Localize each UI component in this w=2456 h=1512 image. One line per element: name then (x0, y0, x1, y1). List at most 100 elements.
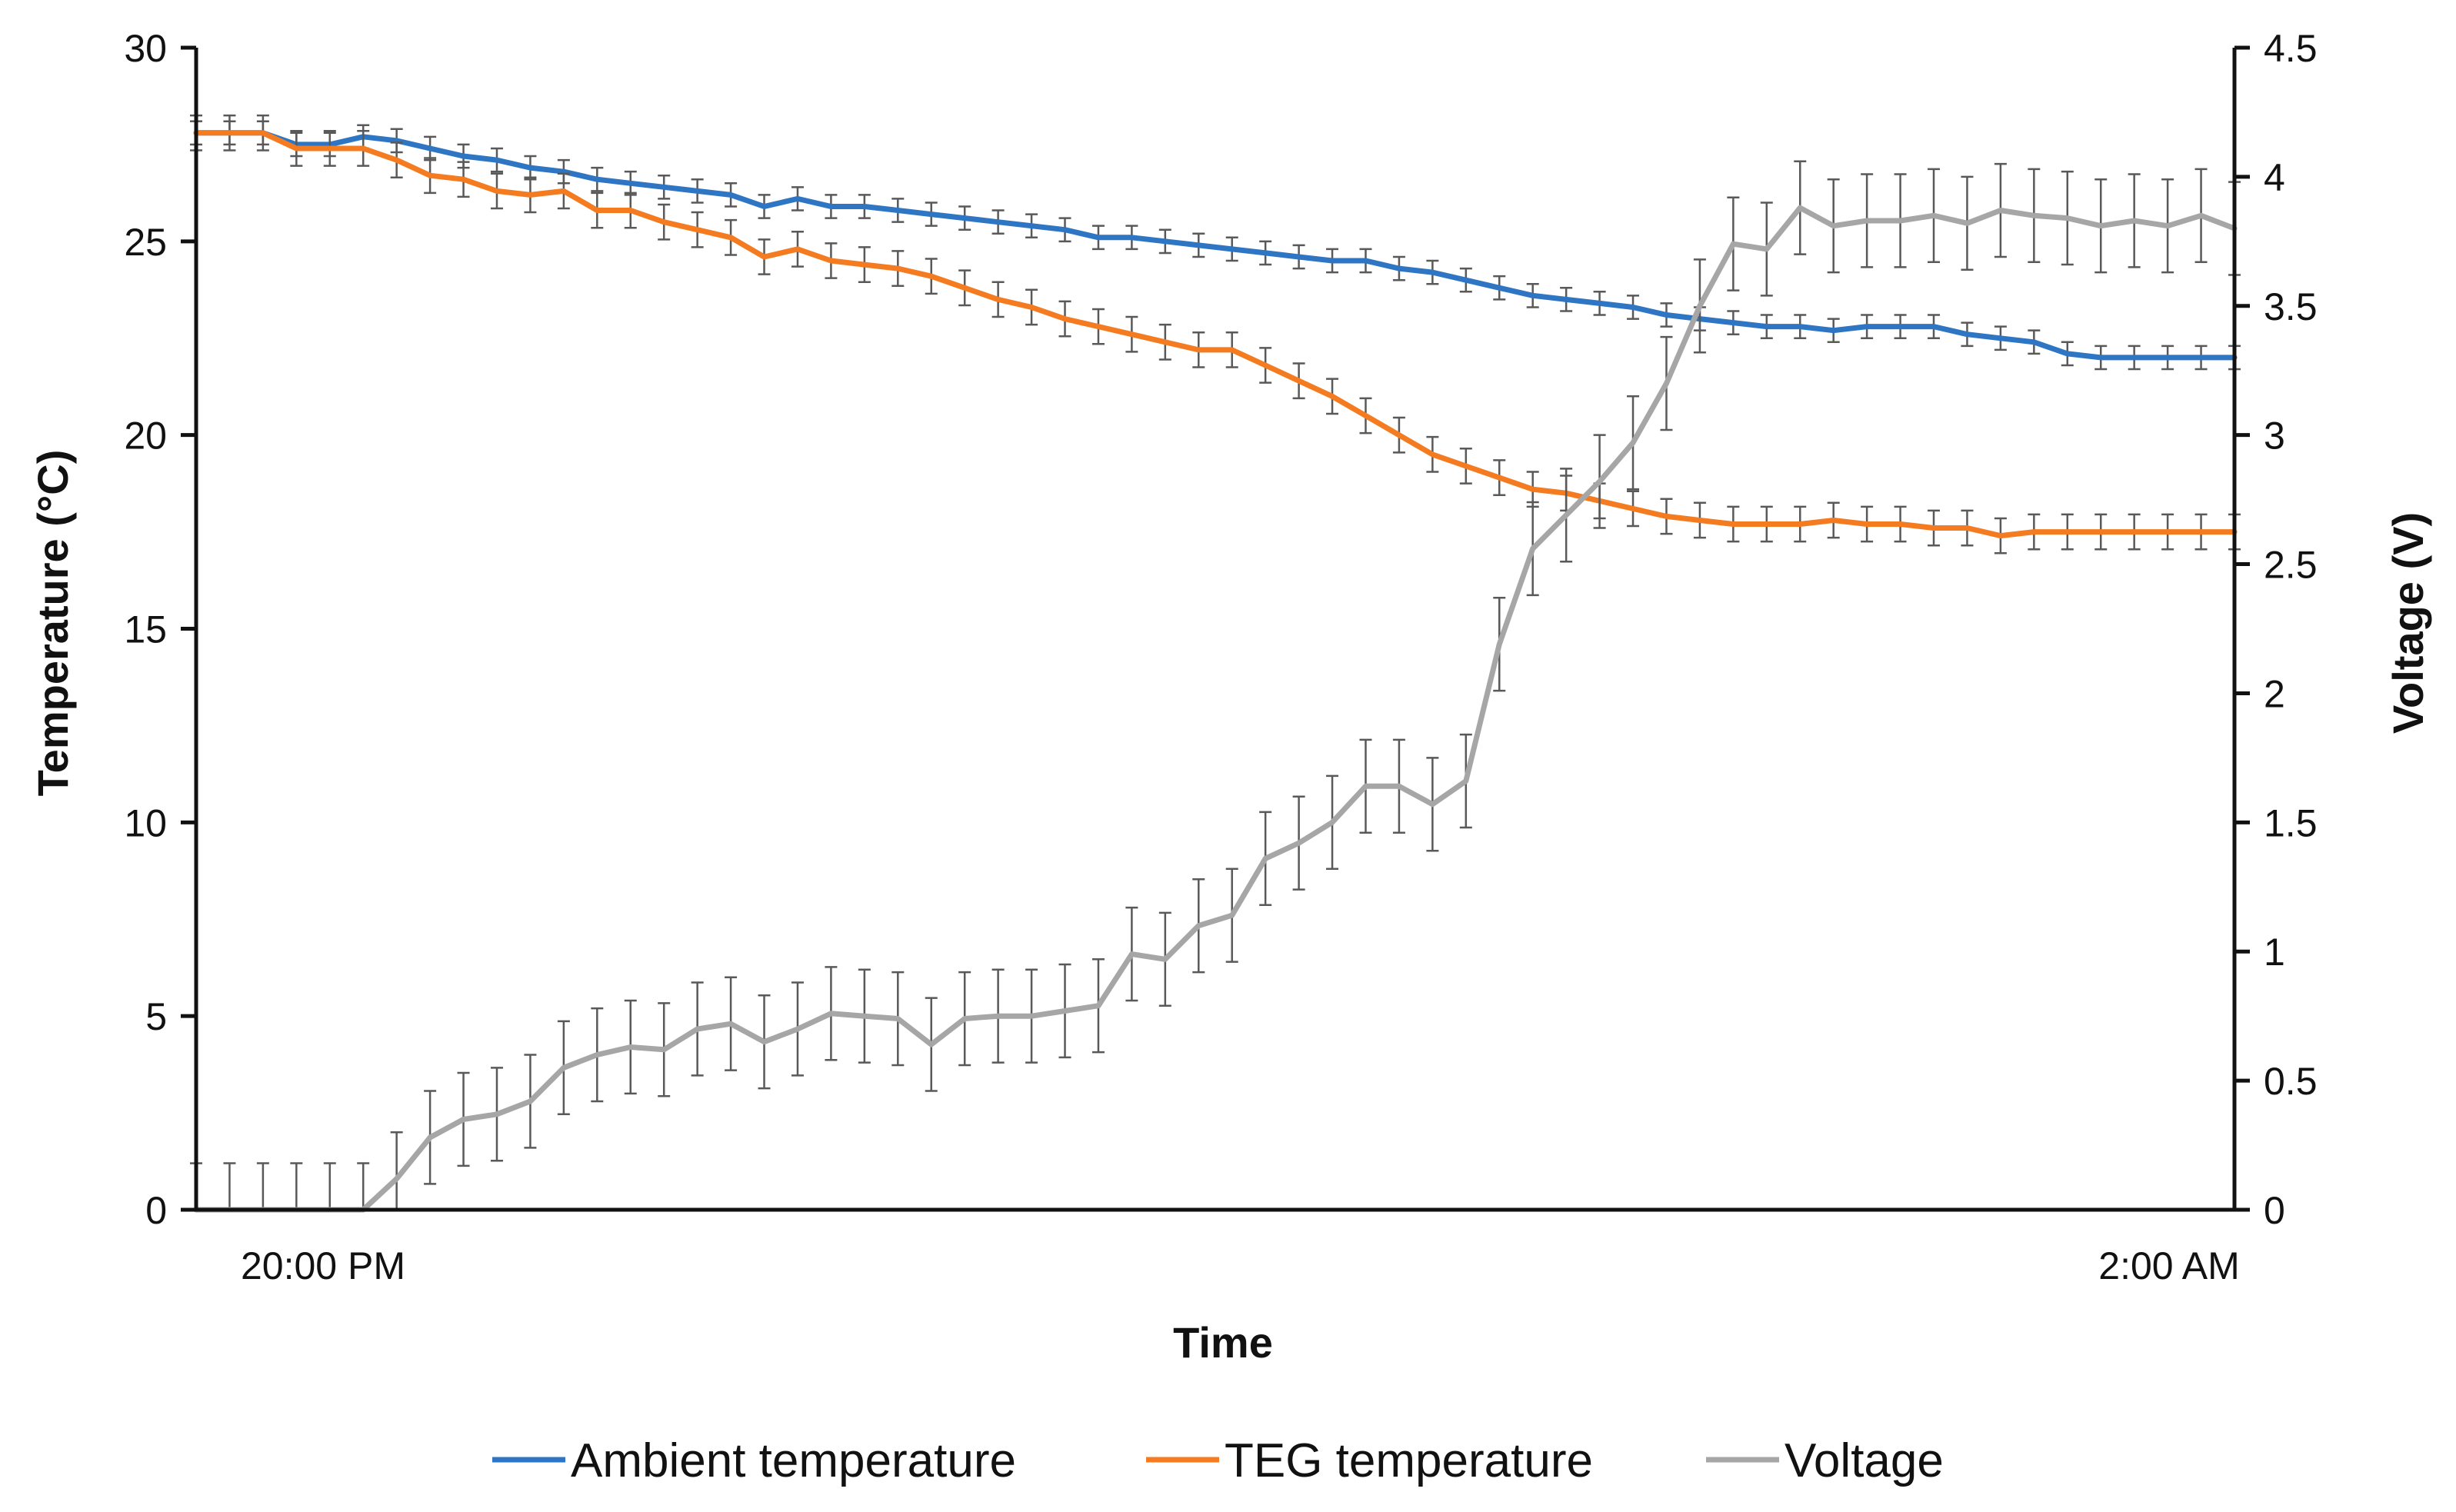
data-point-teg (995, 297, 1001, 302)
data-point-voltage (1029, 1014, 1035, 1019)
legend-label-ambient: Ambient temperature (571, 1434, 1016, 1487)
data-point-teg (1296, 378, 1301, 384)
data-point-teg (294, 145, 299, 151)
series-ambient (190, 120, 2241, 371)
data-point-ambient (1964, 331, 1970, 337)
data-point-ambient (1062, 227, 1068, 232)
data-point-teg (628, 208, 633, 213)
data-point-ambient (1731, 320, 1736, 325)
data-point-teg (761, 254, 767, 259)
y-tick-label-right: 2 (2264, 672, 2285, 715)
data-point-ambient (1931, 324, 1937, 329)
data-point-voltage (761, 1039, 767, 1044)
data-point-teg (1664, 514, 1669, 519)
y-axis-title-left: Temperature (°C) (28, 450, 77, 797)
data-point-teg (1964, 525, 1970, 531)
data-point-ambient (1296, 254, 1301, 259)
data-point-voltage (1530, 546, 1535, 551)
data-point-ambient (461, 154, 466, 159)
data-point-voltage (628, 1044, 633, 1050)
data-point-teg (494, 188, 499, 194)
data-point-teg (1095, 324, 1101, 329)
data-point-ambient (728, 192, 734, 198)
data-point-teg (861, 262, 867, 268)
data-point-voltage (2031, 213, 2037, 218)
data-point-teg (1497, 475, 1502, 481)
y-tick-label-right: 0 (2264, 1189, 2285, 1232)
data-point-teg (1764, 521, 1769, 527)
data-point-teg (2098, 529, 2104, 535)
data-point-teg (1330, 394, 1335, 399)
data-point-voltage (2198, 213, 2204, 218)
y-tick-label-left: 0 (145, 1189, 167, 1232)
data-point-ambient (1831, 328, 1836, 333)
data-point-ambient (828, 204, 834, 209)
data-point-ambient (2064, 351, 2070, 356)
data-point-voltage (1864, 218, 1870, 223)
data-point-teg (227, 130, 232, 135)
data-point-voltage (895, 1016, 901, 1021)
data-point-teg (1129, 331, 1135, 337)
data-point-teg (1029, 305, 1035, 310)
data-point-voltage (795, 1026, 800, 1031)
data-point-ambient (494, 158, 499, 163)
y-axis-title-right: Voltage (V) (2384, 512, 2432, 734)
data-point-ambient (1129, 235, 1135, 240)
data-point-voltage (1831, 223, 1836, 228)
series-line-ambient (193, 130, 2238, 361)
data-point-ambient (1196, 242, 1201, 248)
data-point-teg (1229, 347, 1235, 352)
data-point-teg (1196, 347, 1201, 352)
data-point-voltage (595, 1052, 600, 1057)
data-point-voltage (1463, 778, 1468, 784)
data-point-voltage (2131, 218, 2137, 223)
data-point-voltage (995, 1014, 1001, 1019)
data-point-ambient (2098, 355, 2104, 360)
data-point-ambient (1095, 235, 1101, 240)
data-point-teg (895, 266, 901, 271)
data-point-voltage (461, 1117, 466, 1122)
data-point-ambient (1463, 278, 1468, 283)
data-point-ambient (1631, 305, 1636, 310)
y-tick-label-right: 1 (2264, 931, 2285, 974)
data-point-ambient (1597, 301, 1602, 306)
data-point-voltage (1898, 218, 1903, 223)
data-point-voltage (1129, 951, 1135, 957)
data-point-teg (361, 145, 366, 151)
y-tick-label-left: 20 (124, 415, 167, 458)
data-point-voltage (394, 1176, 399, 1181)
data-point-ambient (628, 181, 633, 186)
data-point-voltage (1798, 205, 1803, 211)
data-point-voltage (1263, 856, 1268, 861)
data-point-voltage (1430, 801, 1435, 807)
data-point-ambient (661, 185, 667, 190)
data-point-voltage (1396, 784, 1401, 789)
data-point-voltage (928, 1042, 934, 1047)
data-point-teg (428, 173, 433, 178)
axes-layer: 0 5 10 15 20 25 30 0 0.5 1 1.5 2 2.5 3 3.5 4 4.5 (124, 27, 2317, 1232)
data-point-voltage (1296, 841, 1301, 846)
y-tick-label-left: 30 (124, 27, 167, 70)
data-point-voltage (1597, 479, 1602, 485)
data-point-voltage (1931, 213, 1937, 218)
data-point-voltage (1162, 957, 1168, 962)
x-tick-label-start: 20:00 PM (241, 1244, 405, 1287)
data-point-voltage (695, 1026, 700, 1031)
data-point-teg (1931, 525, 1937, 531)
data-point-teg (2031, 529, 2037, 535)
data-point-teg (962, 285, 968, 291)
data-point-teg (528, 192, 533, 198)
data-point-ambient (761, 204, 767, 209)
series-line-voltage (193, 205, 2238, 1213)
data-point-ambient (595, 177, 600, 182)
data-point-voltage (494, 1111, 499, 1117)
y-tick-label-right: 3.5 (2264, 285, 2318, 328)
data-point-teg (1162, 339, 1168, 345)
data-point-teg (728, 235, 734, 240)
data-point-voltage (1062, 1008, 1068, 1014)
data-point-ambient (1029, 223, 1035, 228)
data-point-voltage (1697, 303, 1702, 308)
data-point-teg (595, 208, 600, 213)
data-point-voltage (1731, 241, 1736, 247)
